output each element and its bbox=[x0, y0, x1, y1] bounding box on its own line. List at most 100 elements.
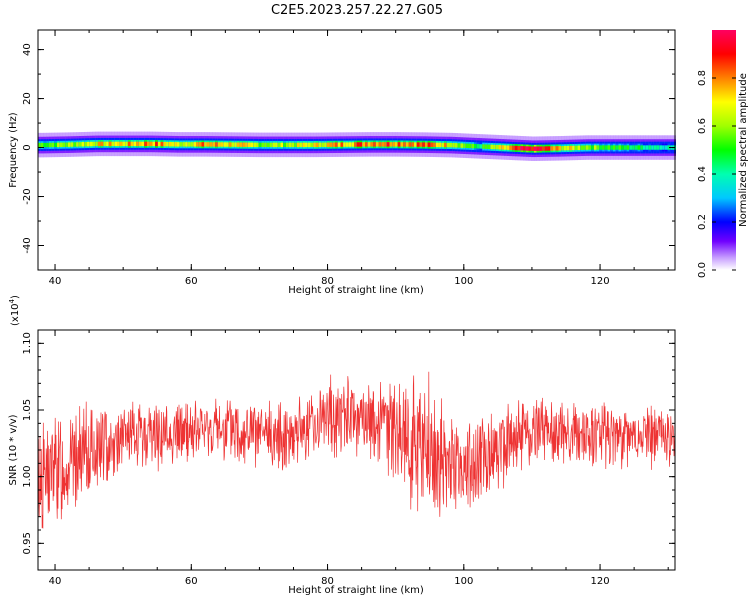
heatmap-cell bbox=[57, 142, 61, 148]
heatmap-cell bbox=[642, 145, 647, 150]
x-tick-label: 80 bbox=[321, 276, 334, 287]
heatmap-cell bbox=[117, 141, 121, 147]
heatmap-cell bbox=[457, 143, 461, 148]
heatmap-cell bbox=[365, 142, 369, 147]
heatmap-cell bbox=[87, 141, 91, 147]
heatmap-cell bbox=[536, 146, 540, 151]
heatmap-cell bbox=[474, 143, 478, 149]
heatmap-cell bbox=[130, 141, 134, 147]
heatmap-cell bbox=[272, 142, 276, 148]
heatmap-cell bbox=[463, 143, 467, 148]
heatmap-cell bbox=[438, 142, 442, 148]
x-tick-label: 120 bbox=[591, 276, 610, 287]
heatmap-cell bbox=[656, 145, 660, 150]
heatmap-cell bbox=[226, 142, 230, 147]
figure-title: C2E5.2023.257.22.27.G05 bbox=[271, 3, 443, 18]
heatmap-cell bbox=[136, 141, 140, 147]
heatmap-cell bbox=[196, 142, 200, 147]
heatmap-cell bbox=[95, 141, 99, 147]
heatmap-cell bbox=[283, 142, 287, 148]
spectrogram-ticks: 40 60 80 100 120 -40 -20 0 20 40 bbox=[22, 30, 675, 287]
spectrogram-xlabel: Height of straight line (km) bbox=[288, 285, 424, 296]
heatmap-cell bbox=[51, 142, 55, 148]
heatmap-cell bbox=[359, 142, 363, 147]
heatmap-cell bbox=[585, 145, 589, 150]
heatmap-cell bbox=[258, 142, 262, 148]
heatmap-cell bbox=[588, 145, 592, 150]
heatmap-cell bbox=[335, 142, 339, 147]
heatmap-cell bbox=[476, 144, 480, 149]
heatmap-cell bbox=[569, 145, 573, 151]
heatmap-cell bbox=[610, 145, 614, 150]
heatmap-cell bbox=[92, 141, 96, 147]
heatmap-cell bbox=[147, 141, 151, 147]
heatmap-cell bbox=[501, 145, 505, 150]
heatmap-cell bbox=[73, 142, 77, 147]
heatmap-cell bbox=[653, 145, 657, 150]
heatmap-cell bbox=[81, 142, 85, 147]
colorbar-tick-label: 0.4 bbox=[697, 166, 708, 182]
heatmap-cell bbox=[100, 141, 104, 147]
snr-ticks: 40 60 80 100 120 0.95 1.00 1.05 1.10 bbox=[22, 329, 675, 587]
heatmap-cell bbox=[78, 142, 82, 147]
colorbar-label: Normalized spectral amplitude bbox=[738, 73, 749, 227]
colorbar-tick-label: 0.2 bbox=[697, 214, 708, 230]
heatmap-cell bbox=[378, 142, 382, 147]
heatmap-cell bbox=[38, 142, 42, 148]
x-tick-label: 100 bbox=[454, 276, 473, 287]
heatmap-cell bbox=[405, 142, 409, 147]
y-tick-label: -20 bbox=[22, 188, 33, 204]
heatmap-cell bbox=[487, 144, 491, 149]
heatmap-cell bbox=[637, 145, 641, 150]
heatmap-cell bbox=[215, 142, 219, 147]
heatmap-cell bbox=[602, 145, 606, 150]
heatmap-cell bbox=[250, 142, 254, 147]
heatmap-cell bbox=[574, 145, 578, 151]
heatmap-cell bbox=[62, 142, 66, 147]
heatmap-cell bbox=[479, 144, 483, 149]
heatmap-cell bbox=[305, 142, 309, 148]
heatmap-cell bbox=[504, 145, 508, 150]
heatmap-cell bbox=[239, 142, 243, 147]
heatmap-cell bbox=[542, 146, 546, 151]
heatmap-cell bbox=[76, 142, 80, 147]
heatmap-cell bbox=[626, 145, 630, 150]
heatmap-cell bbox=[119, 141, 123, 147]
heatmap-cell bbox=[264, 142, 268, 148]
heatmap-cell bbox=[108, 141, 112, 147]
heatmap-cell bbox=[362, 142, 366, 147]
heatmap-cell bbox=[392, 142, 396, 147]
heatmap-cell bbox=[566, 145, 570, 151]
heatmap-cell bbox=[245, 142, 249, 147]
heatmap-cell bbox=[394, 142, 399, 147]
heatmap-cell bbox=[615, 145, 619, 150]
heatmap-cell bbox=[285, 142, 290, 148]
heatmap-cell bbox=[141, 141, 145, 147]
heatmap-cell bbox=[389, 142, 393, 147]
heatmap-cell bbox=[577, 145, 581, 150]
heatmap-cell bbox=[351, 142, 355, 147]
heatmap-cell bbox=[471, 143, 475, 149]
heatmap-cell bbox=[441, 142, 445, 148]
heatmap-cell bbox=[204, 142, 208, 147]
heatmap-cell bbox=[520, 146, 524, 151]
heatmap-cell bbox=[166, 141, 170, 147]
heatmap-cell bbox=[277, 142, 281, 148]
heatmap-cell bbox=[623, 145, 627, 150]
heatmap-cell bbox=[288, 142, 292, 148]
heatmap-cell bbox=[629, 145, 633, 150]
snr-ylabel: SNR (10 * v/v) bbox=[8, 414, 19, 485]
heatmap-cell bbox=[220, 142, 224, 147]
heatmap-cell bbox=[433, 142, 437, 147]
heatmap-cell bbox=[343, 142, 347, 147]
heatmap-cell bbox=[531, 146, 535, 151]
colorbar-tick-label: 0.8 bbox=[697, 70, 708, 86]
heatmap-cell bbox=[84, 141, 88, 147]
heatmap-cell bbox=[613, 145, 617, 150]
y-tick-label: 1.05 bbox=[22, 399, 33, 421]
heatmap-cell bbox=[114, 141, 118, 147]
heatmap-cell bbox=[416, 142, 420, 147]
heatmap-cell bbox=[659, 145, 663, 150]
heatmap-cell bbox=[634, 145, 638, 150]
